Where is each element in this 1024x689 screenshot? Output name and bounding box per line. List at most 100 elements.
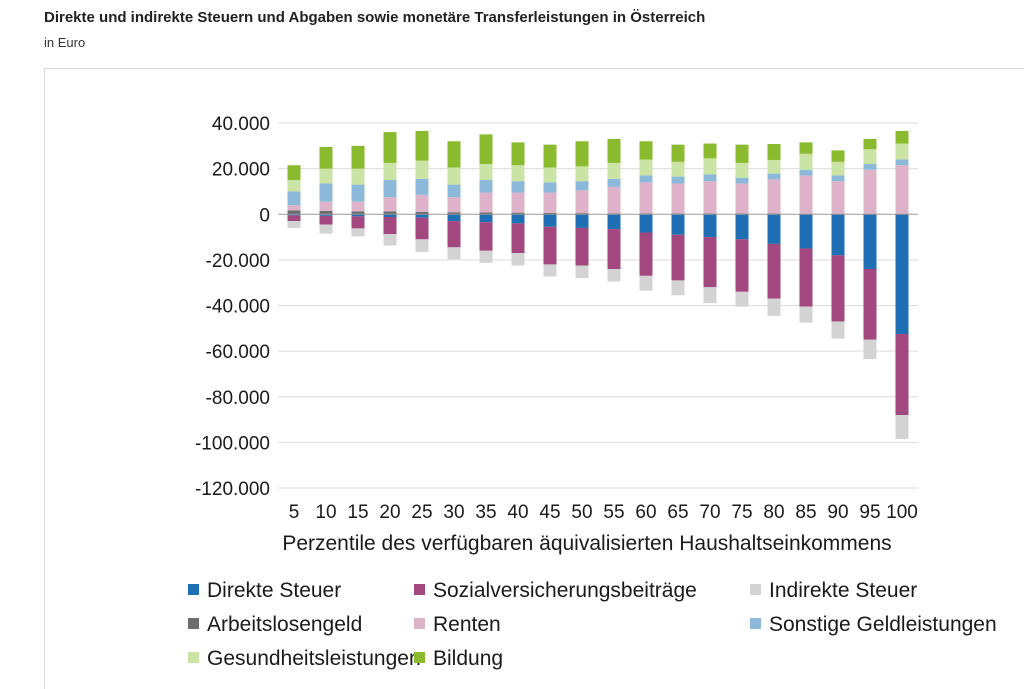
x-tick-label: 55 (603, 502, 624, 523)
bar-segment (831, 214, 845, 256)
bar-segment (479, 164, 493, 181)
bar-segment (767, 298, 781, 316)
legend-swatch (188, 618, 199, 629)
legend-label: Sozialversicherungsbeiträge (433, 579, 697, 602)
x-tick-label: 75 (731, 502, 752, 523)
y-tick-label: -40.000 (206, 297, 270, 318)
bar-segment (703, 143, 717, 159)
bar-segment (479, 192, 493, 213)
bar-segment (671, 176, 685, 184)
bar-segment (383, 180, 397, 198)
bar-segment (511, 253, 525, 266)
bar-segment (511, 142, 525, 166)
bar-segment (767, 243, 781, 299)
bar-segment (319, 168, 333, 184)
bar-segment (287, 191, 301, 206)
x-tick-label: 5 (289, 502, 300, 523)
bar-segment (703, 174, 717, 182)
bar-segment (831, 321, 845, 339)
bar-segment (895, 143, 909, 160)
bar-segment (575, 213, 589, 215)
bar-segment (831, 161, 845, 176)
legend-swatch (414, 584, 425, 595)
bar-segment (479, 250, 493, 263)
bar-segment (415, 130, 429, 161)
bar-segment (735, 214, 749, 240)
bar-segment (415, 194, 429, 212)
bar-segment (575, 265, 589, 279)
bar-segment (735, 177, 749, 184)
bar-segment (287, 221, 301, 228)
bar-segment (319, 214, 333, 216)
bar-segment (703, 214, 717, 238)
bar-segment (351, 214, 365, 217)
bar-segment (607, 214, 621, 230)
legend-label: Renten (433, 613, 501, 636)
bar-segment (831, 255, 845, 322)
bar-segment (831, 181, 845, 214)
bar-segment (863, 169, 877, 214)
bar-segment (863, 339, 877, 360)
legend-label: Sonstige Geldleistungen (769, 613, 997, 636)
bar-segment (319, 215, 333, 225)
bar-segment (703, 158, 717, 175)
y-tick-label: -80.000 (206, 388, 270, 409)
bar-segment (607, 178, 621, 187)
bar-segment (351, 145, 365, 169)
bar-segment (703, 181, 717, 214)
bar-segment (415, 214, 429, 218)
bar-segment (575, 181, 589, 191)
bar-segment (511, 223, 525, 254)
bar-segment (287, 215, 301, 222)
bar-segment (767, 214, 781, 244)
bar-segment (511, 212, 525, 215)
bar-segment (767, 173, 781, 180)
bar-segment (351, 228, 365, 237)
bar-segment (671, 161, 685, 177)
bar-segment (671, 234, 685, 281)
x-axis-ticks: 5 10 15 20 25 30 35 40 45 50 55 60 65 70 75 80 85 90 95 100 (289, 502, 918, 523)
bar-segment (447, 221, 461, 248)
bar-segment (415, 211, 429, 215)
bar-segment (895, 214, 909, 335)
bar-segment (831, 150, 845, 162)
x-tick-label: 40 (507, 502, 528, 523)
bar-segment (351, 168, 365, 185)
bar-segment (447, 212, 461, 215)
bar-segment (319, 201, 333, 211)
bar-segment (287, 205, 301, 211)
bar-segment (671, 183, 685, 214)
bar-segment (447, 167, 461, 185)
legend-label: Bildung (433, 647, 503, 670)
bar-segment (735, 239, 749, 292)
chart-subtitle: in Euro (44, 35, 86, 50)
y-tick-label: -100.000 (195, 433, 270, 454)
bar-segment (287, 210, 301, 215)
bar-segment (543, 214, 557, 227)
y-tick-label: 40.000 (212, 114, 270, 135)
bar-segment (703, 237, 717, 288)
bar-segment (319, 224, 333, 234)
bars (287, 130, 909, 439)
bar-segment (895, 159, 909, 166)
x-tick-label: 80 (763, 502, 784, 523)
bar-segment (607, 269, 621, 282)
bar-segment (575, 141, 589, 167)
bar-segment (383, 132, 397, 163)
bar-segment (447, 141, 461, 168)
bar-segment (799, 169, 813, 176)
bar-segment (863, 138, 877, 150)
bar-segment (575, 227, 589, 266)
legend-swatch (414, 652, 425, 663)
bar-segment (799, 248, 813, 307)
bar-segment (575, 214, 589, 228)
bar-segment (511, 181, 525, 193)
bar-segment (863, 149, 877, 165)
bar-segment (383, 162, 397, 181)
legend-label: Arbeitslosengeld (207, 613, 362, 636)
x-axis-label: Perzentile des verfügbaren äquivalisiert… (282, 532, 891, 555)
bar-segment (575, 166, 589, 182)
x-tick-label: 90 (827, 502, 848, 523)
bar-segment (671, 280, 685, 296)
